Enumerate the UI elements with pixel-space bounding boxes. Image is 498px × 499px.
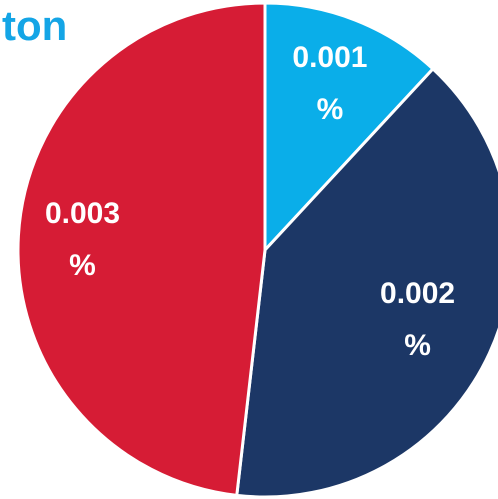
pie-slice <box>16 1 267 498</box>
data-label: 0.003 % <box>44 196 121 282</box>
chart-title: ton <box>2 2 68 49</box>
pie-slice <box>235 66 498 499</box>
pie-slice <box>263 1 436 254</box>
data-label: 0.002 % <box>380 277 456 363</box>
data-label: 0.001 % <box>292 41 368 127</box>
